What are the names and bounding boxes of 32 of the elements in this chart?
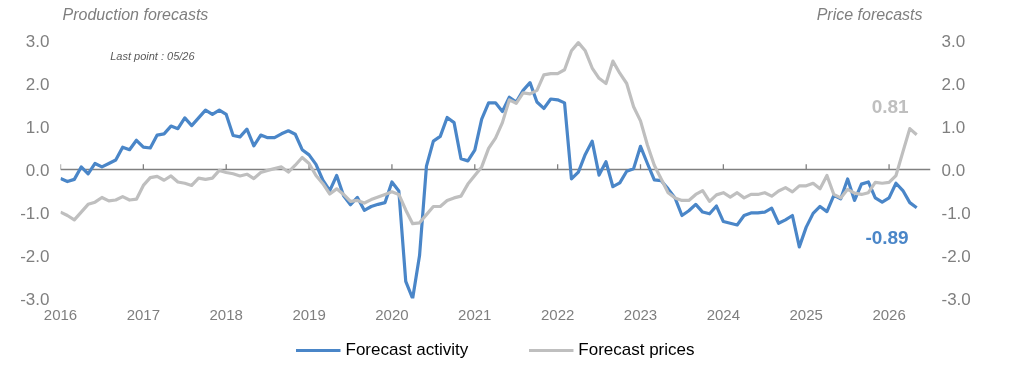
y-tick-label: 2.0 [25, 74, 50, 94]
x-tick-label: 2025 [789, 305, 823, 323]
y2-tick-label: 1.0 [941, 117, 966, 137]
legend-label: Forecast prices [578, 340, 695, 360]
x-tick-label: 2017 [126, 305, 161, 323]
x-tick-label: 2018 [209, 305, 243, 323]
annotation: Last point : 05/26 [110, 49, 196, 62]
x-tick-label: 2022 [540, 305, 575, 323]
annotation: -0.89 [865, 227, 909, 249]
y-tick-label: -2.0 [20, 246, 50, 266]
y-tick-label: 0.0 [25, 160, 50, 180]
y2-tick-label: 3.0 [941, 31, 966, 51]
x-tick-label: 2019 [292, 305, 326, 323]
x-tick-label: 2024 [706, 305, 741, 323]
line-series [60, 41, 919, 226]
x-tick-label: 2026 [872, 305, 906, 323]
y-tick-label: 1.0 [25, 117, 50, 137]
y-axis-title: Production forecasts [62, 6, 209, 23]
x-tick-label: 2023 [623, 305, 658, 323]
y2-tick-label: -1.0 [941, 203, 971, 223]
y2-axis-title: Price forecasts [816, 6, 923, 23]
line-series [60, 81, 919, 299]
legend-label: Forecast activity [345, 340, 469, 360]
y2-tick-label: -2.0 [941, 246, 971, 266]
y-tick-label: -1.0 [20, 203, 50, 223]
y-tick-label: 3.0 [25, 31, 50, 51]
y2-tick-label: 2.0 [941, 74, 966, 94]
y2-tick-label: -3.0 [941, 289, 971, 309]
x-tick-label: 2020 [375, 305, 409, 323]
y2-tick-label: 0.0 [941, 160, 966, 180]
annotation: 0.81 [871, 96, 910, 118]
x-tick-label: 2021 [458, 305, 492, 323]
